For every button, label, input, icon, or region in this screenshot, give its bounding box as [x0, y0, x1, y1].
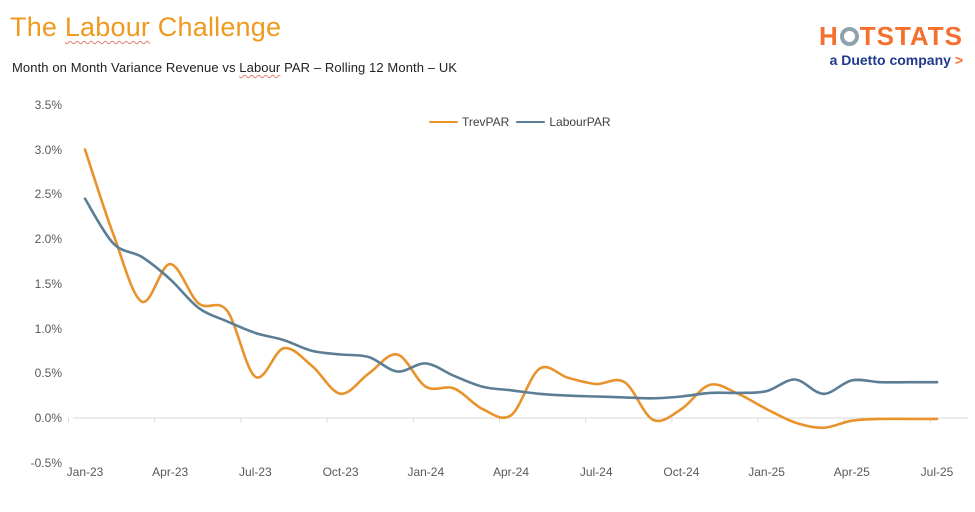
y-axis-tick-label: 3.0%	[34, 142, 62, 157]
legend-item-trevpar: TrevPAR	[429, 115, 509, 129]
x-axis-tick-label: Jan-25	[748, 465, 785, 479]
title-highlight: Labour	[64, 12, 151, 42]
legend-line-icon	[429, 120, 458, 124]
hotstats-logo: H TSTATS a Duetto company >	[819, 22, 963, 68]
x-axis-tick-label: Jan-24	[407, 465, 445, 479]
x-axis-tick-label: Oct-23	[322, 465, 359, 479]
y-axis-tick-label: 2.0%	[34, 232, 62, 246]
title-text-post: Challenge	[150, 12, 282, 42]
y-axis-tick-label: 3.5%	[34, 97, 62, 112]
subtitle-text-post: PAR – Rolling 12 Month – UK	[280, 60, 458, 75]
subtitle-highlight: Labour	[239, 60, 281, 75]
y-axis-tick-label: 0.5%	[34, 366, 62, 381]
legend-label: LabourPAR	[549, 115, 611, 129]
labourpar-line	[83, 197, 939, 400]
y-axis-tick-label: 2.5%	[34, 187, 62, 202]
page-title: The Labour Challenge	[10, 12, 281, 43]
chart-subtitle: Month on Month Variance Revenue vs Labou…	[12, 60, 457, 75]
x-axis-tick-label: Apr-25	[833, 465, 870, 479]
logo-tagline-text: a Duetto company	[829, 52, 951, 68]
subtitle-text-pre: Month on Month Variance Revenue vs	[12, 60, 240, 75]
x-axis-tick-label: Jan-23	[66, 465, 104, 479]
legend-label: TrevPAR	[462, 115, 510, 129]
logo-tagline: a Duetto company >	[819, 52, 963, 68]
y-axis-tick-label: -0.5%	[30, 455, 62, 470]
y-axis-tick-label: 1.0%	[34, 321, 62, 336]
x-axis-tick-label: Jul-25	[920, 465, 954, 479]
trevpar-line	[83, 148, 939, 430]
logo-wordmark: H TSTATS	[819, 22, 963, 50]
x-axis-tick-label: Jul-23	[239, 465, 272, 479]
legend-item-labourpar: LabourPAR	[516, 115, 611, 129]
y-axis-tick-label: 0.0%	[34, 411, 62, 425]
logo-o-ring-icon	[839, 27, 859, 46]
logo-word-pre: H	[818, 21, 839, 51]
x-axis-tick-label: Jul-24	[579, 465, 613, 479]
x-axis-tick-label: Oct-24	[663, 465, 700, 479]
y-axis-tick-label: 1.5%	[34, 276, 62, 291]
x-axis-tick-label: Apr-23	[152, 465, 189, 479]
logo-word-post: TSTATS	[859, 21, 963, 51]
x-axis-tick-label: Apr-24	[492, 465, 530, 479]
logo-arrow-icon: >	[954, 52, 963, 68]
chart-legend: TrevPAR LabourPAR	[429, 115, 611, 129]
title-text-pre: The	[10, 12, 65, 42]
legend-line-icon	[516, 120, 546, 124]
